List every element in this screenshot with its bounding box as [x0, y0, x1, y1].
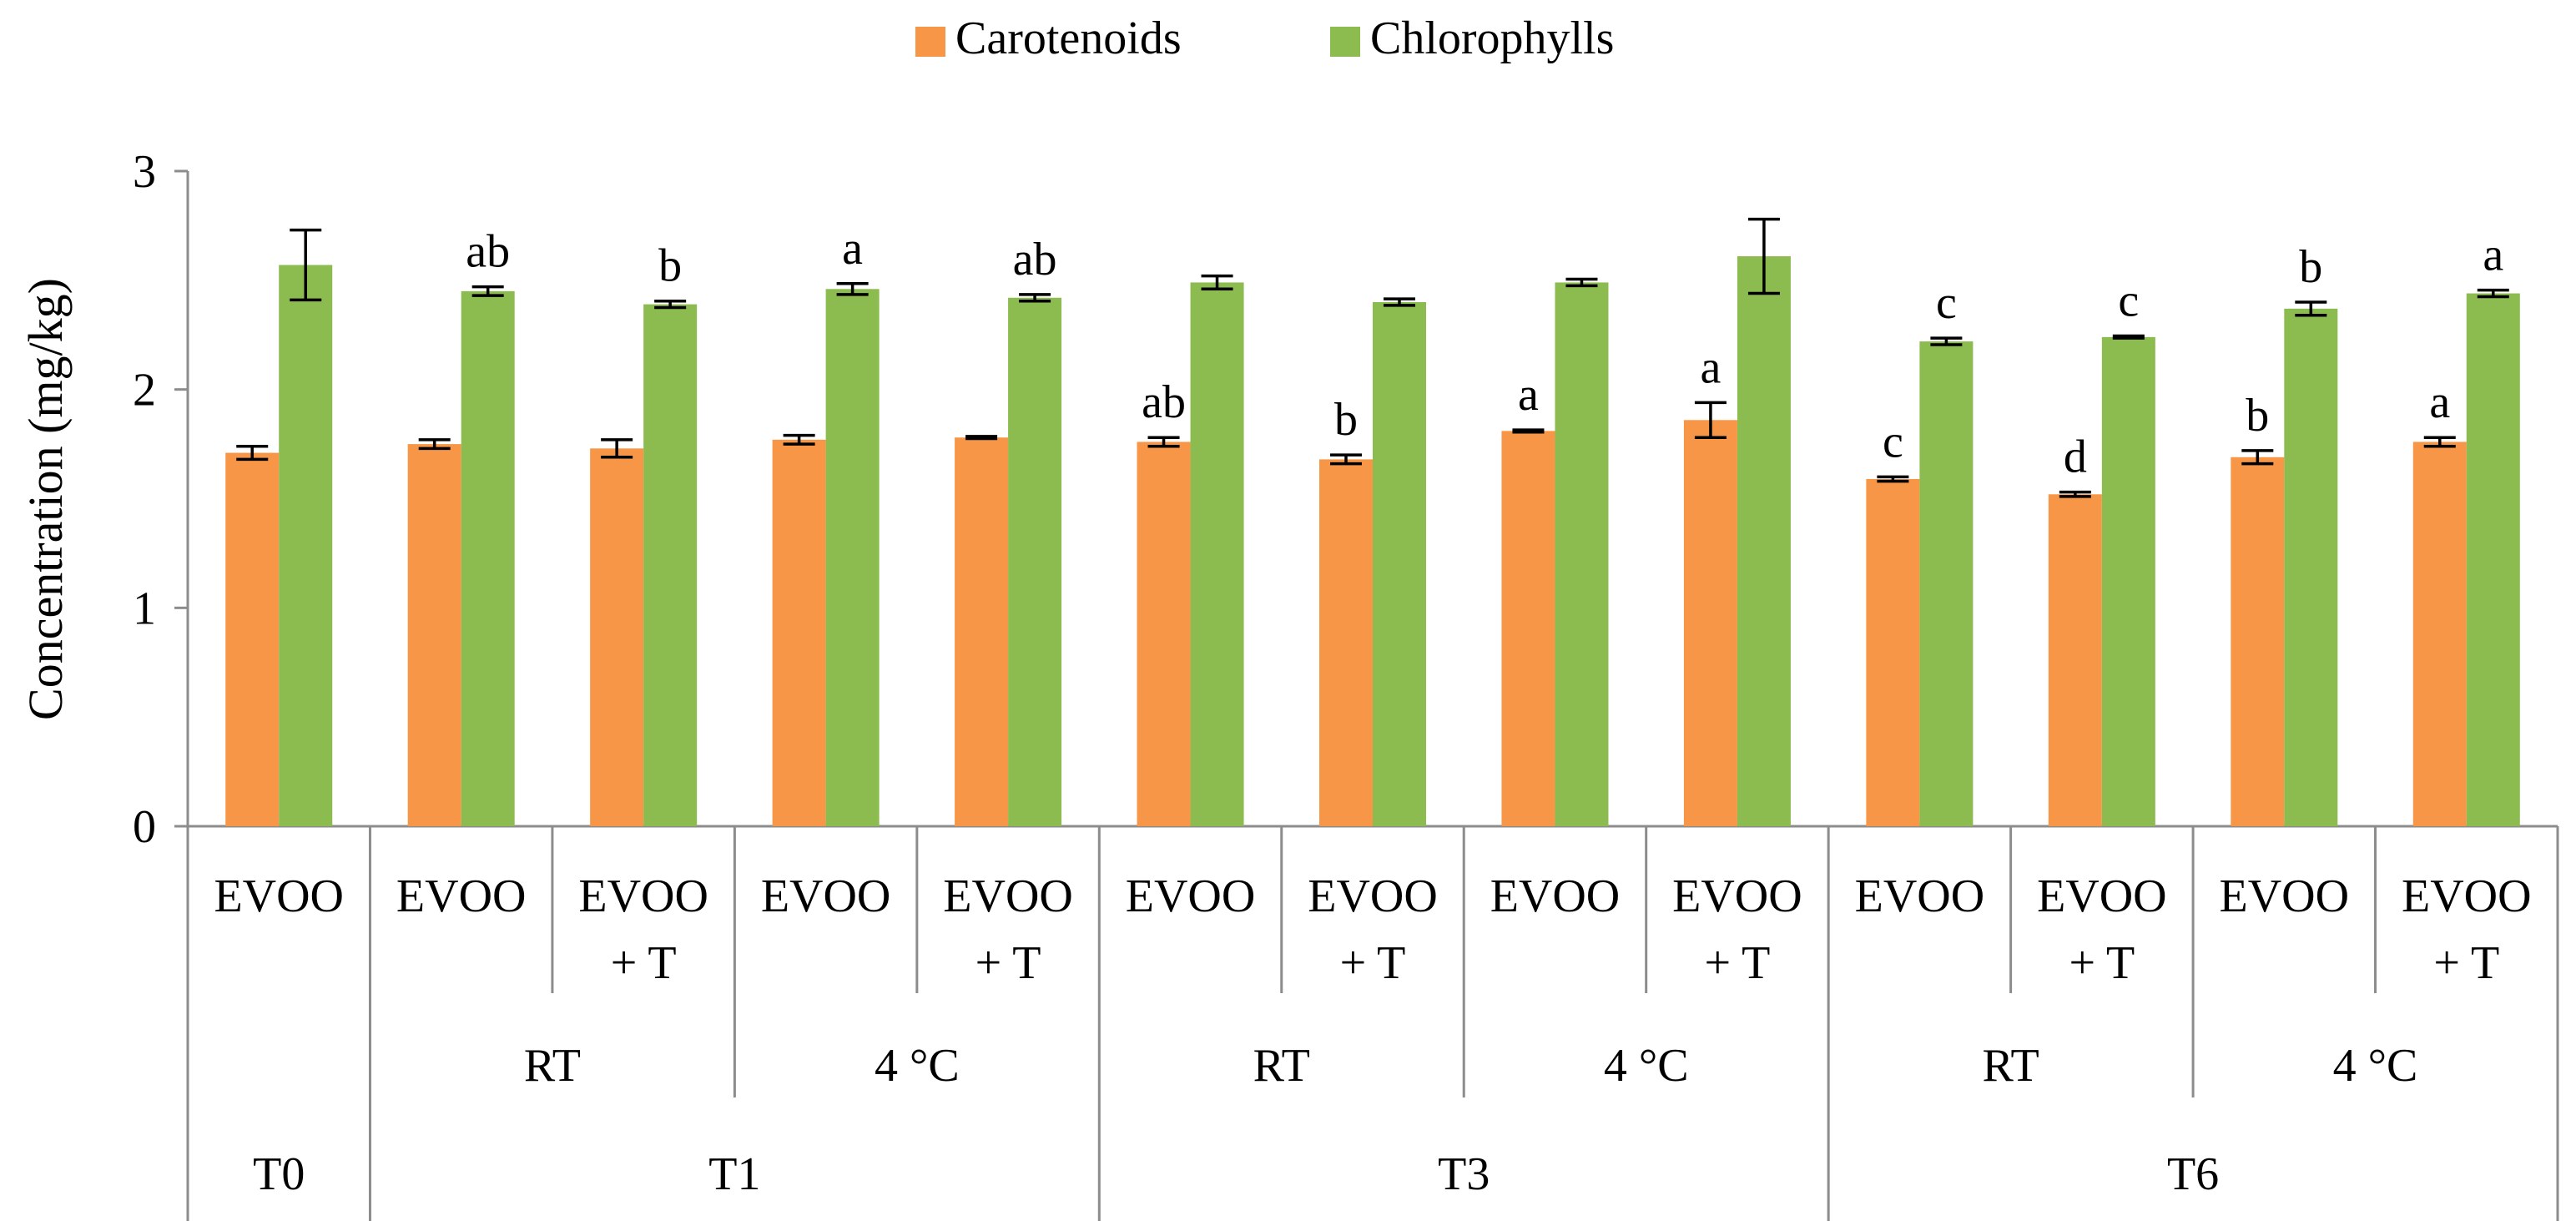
x-tick-label-sample: + T [2433, 937, 2499, 989]
plot-area: 0 1 2 3 ab b a a c d b a ab b a ab c c b a EVOO EVOO EVOO + T EV… [133, 146, 2559, 1221]
x-tick-label-sample: EVOO [1308, 870, 1438, 922]
x-group-label-time: T1 [708, 1148, 760, 1200]
bar-carotenoids [1319, 459, 1373, 826]
bar-carotenoids [407, 444, 461, 826]
significance-label-chlorophylls: ab [1013, 234, 1057, 285]
x-tick-label-sample: EVOO [761, 870, 891, 922]
x-tick-label-sample: EVOO [2037, 870, 2167, 922]
significance-label-carotenoids: b [1334, 394, 1358, 446]
bar-carotenoids [955, 437, 1009, 826]
significance-label-carotenoids: c [1883, 416, 1903, 467]
bar-chlorophylls [1555, 282, 1609, 826]
x-tick-label-sample: EVOO [1490, 870, 1621, 922]
significance-label-chlorophylls: a [842, 223, 863, 275]
bar-chlorophylls [2466, 293, 2520, 826]
bar-chlorophylls [643, 304, 698, 826]
x-group-label-condition: 4 °C [2333, 1040, 2418, 1092]
x-tick-label-sample: + T [1705, 937, 1771, 989]
x-tick-label-sample: EVOO [2402, 870, 2532, 922]
x-tick-label-sample: + T [975, 937, 1041, 989]
x-tick-label-sample: EVOO [2220, 870, 2350, 922]
x-group-label-condition: RT [1253, 1040, 1310, 1092]
x-group-label-time: T3 [1438, 1148, 1490, 1200]
x-tick-label-sample: EVOO [1126, 870, 1256, 922]
y-tick-label: 2 [133, 365, 156, 416]
bar-carotenoids [1137, 441, 1191, 826]
significance-label-carotenoids: a [1518, 369, 1539, 421]
significance-label-carotenoids: a [1700, 341, 1721, 393]
y-axis-title: Concentration (mg/kg) [18, 278, 73, 720]
bar-carotenoids [225, 452, 280, 826]
legend-swatch-chlorophylls [1330, 27, 1360, 57]
bar-chlorophylls [461, 290, 515, 827]
x-tick-label-sample: EVOO [943, 870, 1073, 922]
x-tick-label-sample: EVOO [1855, 870, 1985, 922]
legend-swatch-carotenoids [915, 27, 945, 57]
significance-label-carotenoids: a [2429, 376, 2450, 428]
bar-chlorophylls [1008, 297, 1062, 826]
legend-label-chlorophylls: Chlorophylls [1370, 13, 1614, 64]
bar-carotenoids [1501, 431, 1555, 826]
x-tick-label-sample: + T [611, 937, 677, 989]
bar-chlorophylls [279, 265, 333, 826]
significance-label-carotenoids: b [2246, 390, 2269, 441]
x-group-label-condition: RT [1983, 1040, 2039, 1092]
bar-carotenoids [590, 448, 644, 826]
significance-label-chlorophylls: a [2483, 230, 2503, 281]
significance-label-chlorophylls: b [658, 240, 682, 292]
bar-chlorophylls [1190, 282, 1244, 826]
y-tick-label: 0 [133, 801, 156, 853]
bar-chlorophylls [2101, 336, 2155, 826]
x-group-label-time: T6 [2167, 1148, 2219, 1200]
x-group-label-condition: 4 °C [1604, 1040, 1689, 1092]
x-group-label-condition: 4 °C [875, 1040, 960, 1092]
legend-label-carotenoids: Carotenoids [955, 13, 1182, 64]
bar-carotenoids [1866, 478, 1920, 826]
significance-label-chlorophylls: c [2118, 275, 2139, 327]
bar-chlorophylls [1919, 341, 1974, 827]
x-tick-label-sample: EVOO [396, 870, 527, 922]
significance-label-chlorophylls: c [1936, 277, 1957, 329]
bar-chlorophylls [2284, 308, 2338, 827]
x-group-label-time: T0 [253, 1148, 305, 1200]
bar-chlorophylls [825, 289, 880, 826]
bar-chlorophylls [1373, 302, 1426, 826]
significance-label-chlorophylls: b [2299, 241, 2322, 293]
bar-carotenoids [2231, 457, 2285, 826]
bar-carotenoids [2412, 441, 2467, 826]
y-tick-label: 1 [133, 583, 156, 634]
legend: Carotenoids Chlorophylls [915, 13, 1614, 64]
x-group-label-condition: RT [524, 1040, 581, 1092]
significance-label-carotenoids: ab [1142, 376, 1186, 428]
x-tick-label-sample: + T [2069, 937, 2135, 989]
bar-carotenoids [2048, 494, 2102, 826]
significance-label-chlorophylls: ab [466, 226, 510, 278]
x-tick-label-sample: EVOO [214, 870, 344, 922]
x-tick-label-sample: EVOO [578, 870, 708, 922]
x-tick-label-sample: + T [1340, 937, 1406, 989]
bar-chlorophylls [1737, 256, 1791, 826]
y-tick-label: 3 [133, 146, 156, 198]
x-tick-label-sample: EVOO [1672, 870, 1802, 922]
bar-carotenoids [772, 439, 826, 826]
significance-label-carotenoids: d [2064, 431, 2087, 483]
bar-carotenoids [1683, 420, 1737, 826]
